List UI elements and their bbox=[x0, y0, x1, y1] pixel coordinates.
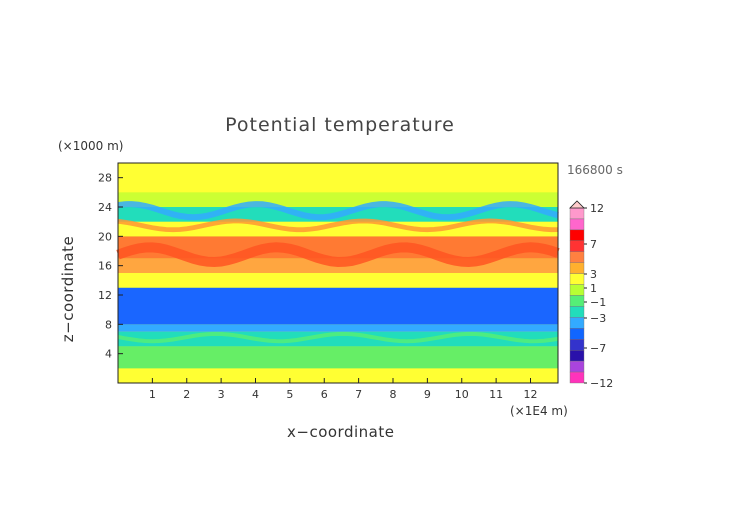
chart-title: Potential temperature bbox=[225, 114, 455, 136]
colorbar-segment bbox=[569, 349, 585, 362]
colorbar-segment bbox=[569, 251, 585, 263]
colorbar-segment bbox=[569, 240, 585, 252]
y-tick-label: 24 bbox=[98, 201, 112, 214]
colorbar-label: −12 bbox=[590, 377, 613, 390]
colorbar-segment bbox=[569, 360, 585, 373]
y-tick-label: 8 bbox=[105, 318, 112, 331]
colorbar-segment bbox=[569, 273, 585, 285]
colorbar-segment bbox=[569, 371, 585, 384]
x-tick-label: 2 bbox=[183, 388, 190, 401]
x-axis-label: x−coordinate bbox=[287, 423, 395, 441]
time-label: 166800 s bbox=[567, 163, 623, 177]
colorbar-segment bbox=[569, 284, 585, 296]
x-tick-label: 11 bbox=[489, 388, 503, 401]
colorbar-label: 7 bbox=[590, 238, 597, 251]
heatmap-band-7 bbox=[118, 236, 558, 259]
colorbar-segment bbox=[569, 339, 585, 351]
colorbar-arrow bbox=[569, 200, 585, 209]
heatmap-band-5 bbox=[118, 273, 558, 288]
colorbar-label: −3 bbox=[590, 312, 606, 325]
y-tick-label: 4 bbox=[105, 348, 112, 361]
contour-lobe-1 bbox=[117, 201, 559, 221]
heatmap-band-1 bbox=[118, 346, 558, 369]
x-tick-label: 9 bbox=[424, 388, 431, 401]
heatmap-band-4 bbox=[118, 287, 558, 325]
x-unit-label: (×1E4 m) bbox=[510, 404, 568, 418]
contour-lobe-3 bbox=[117, 331, 559, 344]
y-tick-label: 28 bbox=[98, 172, 112, 185]
colorbar-segment bbox=[569, 207, 585, 220]
colorbar-segment bbox=[569, 295, 585, 307]
y-tick-label: 16 bbox=[98, 260, 112, 273]
y-unit-label: (×1000 m) bbox=[58, 139, 124, 153]
heatmap-band-10 bbox=[118, 192, 558, 207]
colorbar-segment bbox=[569, 262, 585, 274]
colorbar-segment bbox=[569, 229, 585, 242]
heatmap-band-3 bbox=[118, 324, 558, 332]
heatmap-band-11 bbox=[118, 163, 558, 193]
colorbar-segment bbox=[569, 218, 585, 231]
colorbar-segment bbox=[569, 328, 585, 340]
x-tick-label: 6 bbox=[321, 388, 328, 401]
x-tick-label: 8 bbox=[390, 388, 397, 401]
y-tick-label: 20 bbox=[98, 230, 112, 243]
colorbar-label: 1 bbox=[590, 282, 597, 295]
x-tick-label: 1 bbox=[149, 388, 156, 401]
colorbar-segment bbox=[569, 306, 585, 318]
x-tick-label: 5 bbox=[286, 388, 293, 401]
x-tick-label: 7 bbox=[355, 388, 362, 401]
colorbar-label: −7 bbox=[590, 342, 606, 355]
x-tick-label: 10 bbox=[455, 388, 469, 401]
contour-lobe-2 bbox=[117, 218, 559, 233]
colorbar-segment bbox=[569, 317, 585, 329]
colorbar-label: 3 bbox=[590, 268, 597, 281]
contour-lobe-0 bbox=[116, 242, 560, 268]
colorbar-label: −1 bbox=[590, 296, 606, 309]
x-tick-label: 12 bbox=[524, 388, 538, 401]
plot-frame bbox=[117, 162, 559, 384]
colorbar-label: 12 bbox=[590, 202, 604, 215]
heatmap-band-0 bbox=[118, 368, 558, 383]
x-tick-label: 4 bbox=[252, 388, 259, 401]
y-tick-label: 12 bbox=[98, 289, 112, 302]
x-tick-label: 3 bbox=[218, 388, 225, 401]
